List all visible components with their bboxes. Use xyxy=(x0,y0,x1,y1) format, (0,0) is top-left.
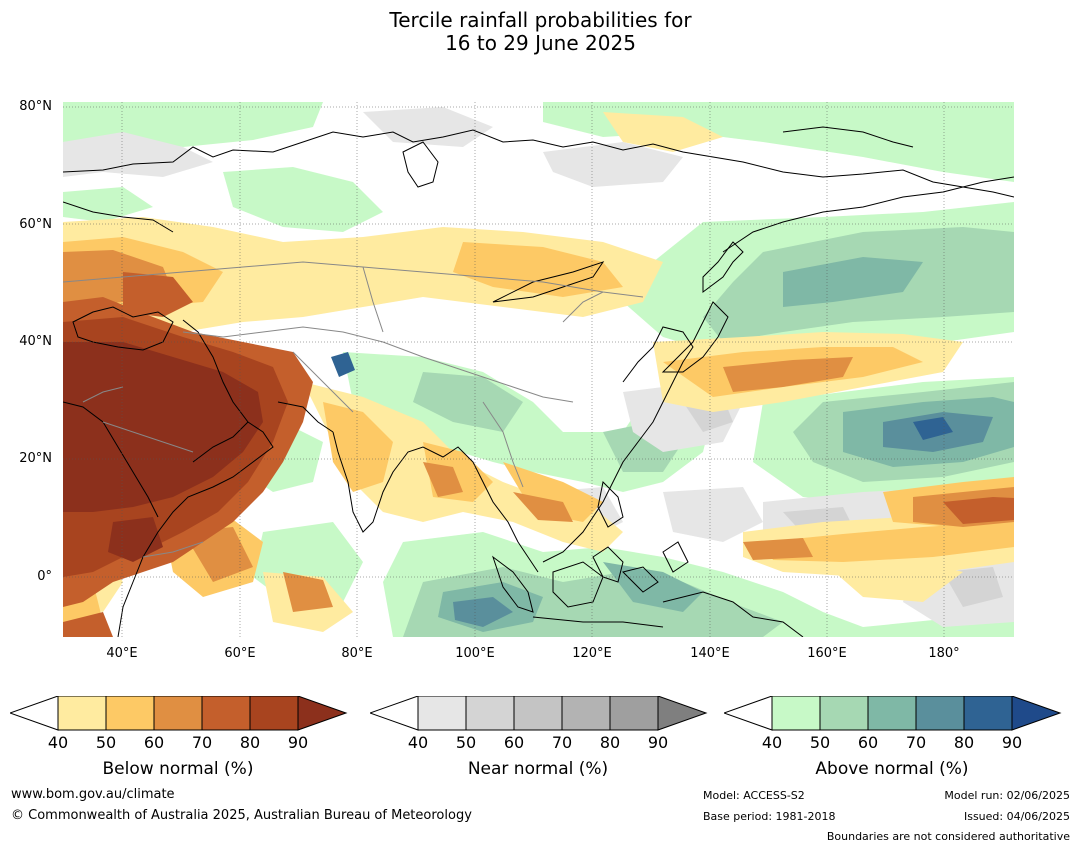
near-normal-swatch-6 xyxy=(657,696,708,731)
below-normal-swatch-4 xyxy=(201,696,251,731)
below-normal-tick: 50 xyxy=(95,733,117,752)
above-normal-tick: 90 xyxy=(1001,733,1023,752)
above-normal-swatch-4 xyxy=(915,696,965,731)
near-normal-tick: 70 xyxy=(551,733,573,752)
lon-label-60e: 60°E xyxy=(224,646,256,661)
above-normal-tick: 60 xyxy=(857,733,879,752)
near-normal-swatch-5 xyxy=(609,696,659,731)
above-normal-label: Above normal (%) xyxy=(815,759,969,779)
above-normal-swatch-2 xyxy=(819,696,869,731)
website-link[interactable]: www.bom.gov.au/climate xyxy=(11,787,175,802)
near-normal-tick: 80 xyxy=(599,733,621,752)
above-normal-swatch-0 xyxy=(724,696,773,731)
below-normal-swatch-1 xyxy=(57,696,107,731)
below-normal-swatch-6 xyxy=(297,696,348,731)
boundaries-disclaimer: Boundaries are not considered authoritat… xyxy=(826,830,1070,843)
lat-label-80n: 80°N xyxy=(19,99,52,114)
near-normal-tick: 90 xyxy=(647,733,669,752)
above-normal-swatch-6 xyxy=(1011,696,1062,731)
map-title: Tercile rainfall probabilities for 16 to… xyxy=(0,9,1081,55)
probability-map xyxy=(63,102,1014,637)
above-normal-tick: 50 xyxy=(809,733,831,752)
near-normal-tick: 40 xyxy=(407,733,429,752)
below-normal-tick: 90 xyxy=(287,733,309,752)
above-normal-swatch-5 xyxy=(963,696,1013,731)
above-normal-swatch-1 xyxy=(771,696,821,731)
near-normal-swatch-2 xyxy=(465,696,515,731)
below-normal-tick: 70 xyxy=(191,733,213,752)
below-normal-swatch-3 xyxy=(153,696,203,731)
lon-label-160e: 160°E xyxy=(807,646,847,661)
near-normal-swatch-4 xyxy=(561,696,611,731)
lat-label-0: 0° xyxy=(37,569,52,584)
base-period-info: Base period: 1981-2018 xyxy=(703,810,836,823)
below-normal-swatch-5 xyxy=(249,696,299,731)
below-normal-colorbar xyxy=(10,696,348,731)
country-borders xyxy=(63,261,644,558)
above-normal-colorbar xyxy=(724,696,1062,731)
lon-label-100e: 100°E xyxy=(455,646,495,661)
lon-label-40e: 40°E xyxy=(106,646,138,661)
lat-label-20n: 20°N xyxy=(19,451,52,466)
near-normal-label: Near normal (%) xyxy=(467,759,609,779)
lat-label-60n: 60°N xyxy=(19,217,52,232)
copyright-text: © Commonwealth of Australia 2025, Austra… xyxy=(11,808,472,823)
below-normal-areas xyxy=(63,112,1014,637)
near-normal-swatch-1 xyxy=(417,696,467,731)
near-normal-swatch-0 xyxy=(370,696,419,731)
below-normal-tick: 80 xyxy=(239,733,261,752)
model-info: Model: ACCESS-S2 xyxy=(703,789,805,802)
near-normal-tick: 60 xyxy=(503,733,525,752)
near-normal-swatch-3 xyxy=(513,696,563,731)
title-line-2: 16 to 29 June 2025 xyxy=(445,31,636,55)
near-normal-colorbar xyxy=(370,696,708,731)
lon-label-120e: 120°E xyxy=(572,646,612,661)
graticule xyxy=(63,102,1014,637)
above-normal-tick: 70 xyxy=(905,733,927,752)
near-normal-tick: 50 xyxy=(455,733,477,752)
below-normal-label: Below normal (%) xyxy=(102,759,254,779)
coastlines xyxy=(63,126,1014,637)
above-normal-tick: 80 xyxy=(953,733,975,752)
lon-label-140e: 140°E xyxy=(690,646,730,661)
above-normal-tick: 40 xyxy=(761,733,783,752)
above-normal-swatch-3 xyxy=(867,696,917,731)
below-normal-tick: 60 xyxy=(143,733,165,752)
lat-label-40n: 40°N xyxy=(19,334,52,349)
title-line-1: Tercile rainfall probabilities for xyxy=(389,8,692,32)
model-run-info: Model run: 02/06/2025 xyxy=(944,789,1070,802)
below-normal-swatch-2 xyxy=(105,696,155,731)
below-normal-tick: 40 xyxy=(47,733,69,752)
below-normal-swatch-0 xyxy=(10,696,59,731)
issued-info: Issued: 04/06/2025 xyxy=(963,810,1070,823)
lon-label-180: 180° xyxy=(928,646,960,661)
lon-label-80e: 80°E xyxy=(341,646,373,661)
